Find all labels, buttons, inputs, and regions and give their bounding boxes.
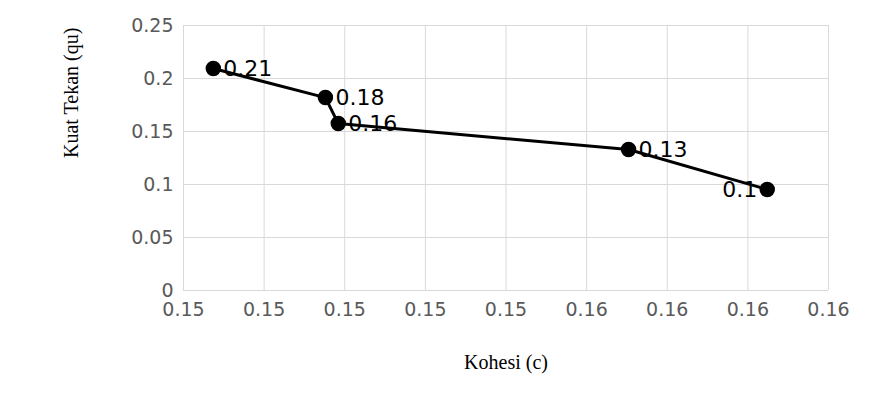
svg-text:0.16: 0.16 [646, 298, 688, 320]
svg-text:0.15: 0.15 [404, 298, 446, 320]
svg-text:0.18: 0.18 [335, 85, 384, 110]
svg-text:0.13: 0.13 [639, 137, 688, 162]
svg-text:0.15: 0.15 [243, 298, 285, 320]
svg-text:0.21: 0.21 [223, 56, 272, 81]
svg-text:0.15: 0.15 [162, 298, 204, 320]
svg-text:0.2: 0.2 [143, 67, 173, 89]
svg-text:0.15: 0.15 [324, 298, 366, 320]
svg-text:0.15: 0.15 [485, 298, 527, 320]
svg-text:0.16: 0.16 [348, 111, 397, 136]
svg-text:0.25: 0.25 [131, 14, 173, 36]
svg-text:0.1: 0.1 [722, 177, 757, 202]
svg-text:0.05: 0.05 [131, 226, 173, 248]
svg-text:0.15: 0.15 [131, 120, 173, 142]
svg-text:0.16: 0.16 [565, 298, 607, 320]
svg-text:0.16: 0.16 [727, 298, 769, 320]
svg-text:0.1: 0.1 [143, 173, 173, 195]
svg-text:Kohesi (c): Kohesi (c) [464, 351, 548, 374]
svg-text:0: 0 [161, 279, 173, 301]
svg-text:Kuat Tekan (qu): Kuat Tekan (qu) [60, 28, 83, 158]
svg-text:0.16: 0.16 [807, 298, 849, 320]
